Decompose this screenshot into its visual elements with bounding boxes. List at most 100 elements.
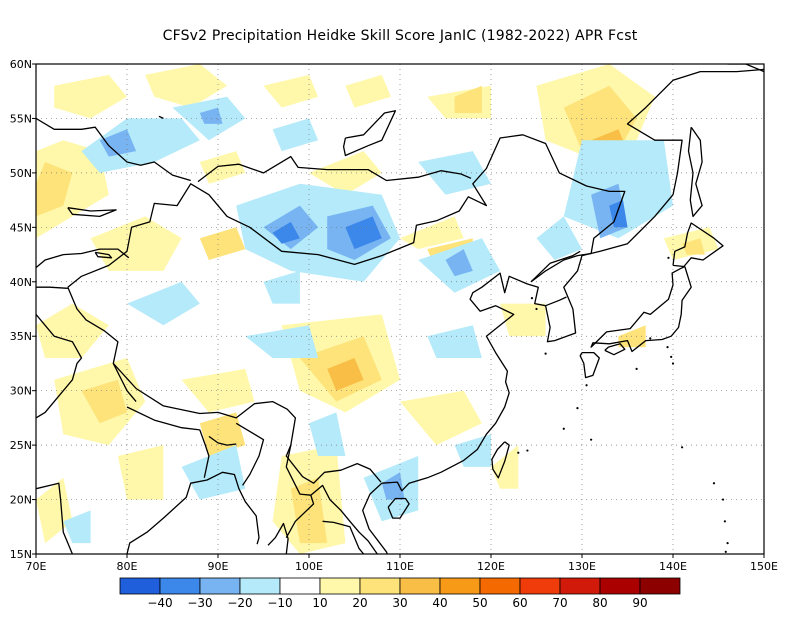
colorbar-label: 30: [392, 596, 407, 610]
skill-region-pos30-26: [327, 358, 364, 391]
coastline-segment-7: [491, 441, 510, 479]
colorbar-label: −20: [227, 596, 252, 610]
coastline-segment-19: [36, 313, 83, 419]
colorbar-swatch: [359, 577, 401, 595]
skill-region-neg10-58: [536, 216, 582, 260]
coastline-segment-28: [530, 250, 581, 283]
lon-tick-label: 80E: [117, 560, 138, 573]
island-marker-17: [544, 352, 547, 355]
colorbar-swatch: [319, 577, 361, 595]
skill-region-pos10-21: [117, 445, 164, 500]
colorbar-label: 90: [632, 596, 647, 610]
coastline-segment-15: [197, 155, 472, 183]
coastline-layer: [36, 64, 764, 554]
coastline-segment-10: [126, 471, 260, 554]
coastline-segment-11: [267, 522, 289, 554]
skill-region-pos10-32: [500, 303, 546, 337]
skill-region-pos10-4: [263, 74, 319, 108]
island-marker-20: [667, 256, 670, 259]
lat-tick-label: 45N: [10, 221, 32, 234]
coastline-segment-20: [112, 363, 137, 403]
skill-region-pos10-2: [54, 74, 128, 119]
lon-tick-label: 90E: [208, 560, 229, 573]
lon-tick-label: 140E: [659, 560, 687, 573]
gridlines: [36, 64, 764, 554]
coastline-segment-6: [604, 343, 626, 356]
skill-region-pos10-29: [400, 390, 482, 446]
lon-tick-label: 100E: [295, 560, 323, 573]
skill-region-neg10-53: [181, 445, 246, 500]
coastline-segment-9: [36, 482, 73, 554]
coastline-segment-16: [36, 117, 191, 182]
colorbar-label: 20: [352, 596, 367, 610]
colorbar-label: −40: [147, 596, 172, 610]
coastline-segment-8: [387, 497, 410, 519]
lat-tick-label: 55N: [10, 112, 32, 125]
lon-tick-label: 150E: [750, 560, 778, 573]
skill-region-pos10-14: [199, 151, 246, 184]
skill-region-neg20-38: [199, 107, 223, 124]
colorbar-label: 10: [312, 596, 327, 610]
skill-region-neg10-57: [427, 325, 482, 358]
colorbar-label: 60: [512, 596, 527, 610]
coastline-segment-2: [687, 126, 703, 218]
colorbar-swatch: [239, 577, 281, 595]
colorbar-label: 50: [472, 596, 487, 610]
coastline-segment-17: [36, 248, 130, 269]
coastline-segment-33: [158, 115, 164, 119]
coastline-segment-13: [67, 134, 626, 288]
island-marker-8: [517, 451, 520, 454]
chart-title: CFSv2 Precipitation Heidke Skill Score J…: [162, 28, 638, 44]
skill-region-neg10-52: [245, 325, 319, 358]
colorbar-swatch: [439, 577, 481, 595]
island-marker-9: [562, 427, 565, 430]
coastline-segment-30: [342, 110, 397, 157]
skill-region-neg20-56: [381, 472, 405, 500]
lon-tick-label: 130E: [568, 560, 596, 573]
colorbar: −40 −30 −20 −10 10 20 30 40 50 60 70 80 90: [119, 577, 681, 610]
coastline-segment-14: [67, 286, 382, 484]
island-marker-11: [585, 384, 588, 387]
skill-region-neg20-50: [445, 249, 473, 277]
skill-region-neg30-48: [345, 216, 382, 250]
skill-region-neg10-44: [236, 183, 400, 282]
skill-region-pos10-23: [181, 368, 255, 413]
colorbar-swatch: [559, 577, 601, 595]
coastline-segment-29: [545, 296, 567, 307]
island-marker-15: [671, 362, 675, 365]
skill-shading-layer: [36, 64, 719, 554]
island-marker-6: [590, 438, 593, 441]
skill-region-neg10-35: [81, 118, 200, 173]
lat-tick-label: 30N: [10, 385, 32, 398]
lon-tick-label: 70E: [26, 560, 47, 573]
skill-region-neg10-51: [127, 281, 200, 326]
island-marker-5: [681, 446, 684, 449]
colorbar-swatch: [639, 577, 681, 595]
colorbar-swatch: [159, 577, 201, 595]
lat-tick-label: 20N: [10, 494, 32, 507]
colorbar-swatch: [119, 577, 161, 595]
coastline-segment-32: [94, 251, 113, 259]
coastline-segment-24: [235, 422, 265, 486]
island-marker-16: [670, 355, 673, 359]
coastline-segment-26: [310, 484, 378, 554]
island-marker-0: [712, 482, 716, 485]
island-marker-7: [526, 449, 529, 452]
coastline-segment-31: [67, 207, 117, 218]
coastline-segment-23: [208, 435, 237, 446]
lon-tick-label: 120E: [477, 560, 505, 573]
skill-region-neg10-60: [63, 510, 91, 544]
colorbar-swatch: [199, 577, 241, 595]
island-marker-19: [530, 297, 534, 300]
island-marker-14: [666, 346, 669, 349]
coastline-segment-18: [36, 286, 68, 289]
coastline-segment-22: [199, 429, 210, 478]
colorbar-swatch: [399, 577, 441, 595]
skill-region-neg30-46: [272, 221, 300, 244]
colorbar-label: 80: [592, 596, 607, 610]
skill-region-pos20-16: [199, 227, 246, 260]
skill-region-pos10-15: [90, 216, 182, 271]
lat-tick-label: 60N: [10, 58, 32, 71]
colorbar-label: −10: [267, 596, 292, 610]
